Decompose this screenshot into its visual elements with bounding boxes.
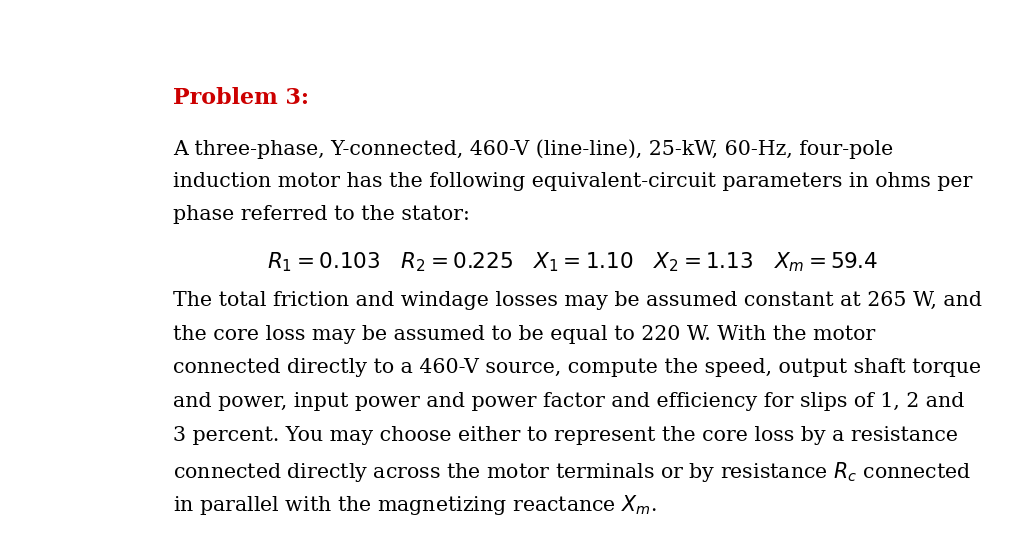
Text: in parallel with the magnetizing reactance $X_m$.: in parallel with the magnetizing reactan… bbox=[173, 493, 657, 517]
Text: $R_1 = 0.103\quad R_2 = 0.225\quad X_1 = 1.10\quad X_2 = 1.13\quad X_m = 59.4$: $R_1 = 0.103\quad R_2 = 0.225\quad X_1 =… bbox=[267, 250, 878, 273]
Text: connected directly across the motor terminals or by resistance $R_c$ connected: connected directly across the motor term… bbox=[173, 460, 972, 484]
Text: The total friction and windage losses may be assumed constant at 265 W, and: The total friction and windage losses ma… bbox=[173, 291, 982, 310]
Text: the core loss may be assumed to be equal to 220 W. With the motor: the core loss may be assumed to be equal… bbox=[173, 325, 876, 344]
Text: A three-phase, Y-connected, 460-V (line-line), 25-kW, 60-Hz, four-pole: A three-phase, Y-connected, 460-V (line-… bbox=[173, 139, 894, 159]
Text: connected directly to a 460-V source, compute the speed, output shaft torque: connected directly to a 460-V source, co… bbox=[173, 358, 981, 378]
Text: induction motor has the following equivalent-circuit parameters in ohms per: induction motor has the following equiva… bbox=[173, 172, 973, 191]
Text: and power, input power and power factor and efficiency for slips of 1, 2 and: and power, input power and power factor … bbox=[173, 392, 965, 411]
Text: Problem 3:: Problem 3: bbox=[173, 87, 309, 109]
Text: 3 percent. You may choose either to represent the core loss by a resistance: 3 percent. You may choose either to repr… bbox=[173, 426, 958, 445]
Text: phase referred to the stator:: phase referred to the stator: bbox=[173, 205, 470, 224]
